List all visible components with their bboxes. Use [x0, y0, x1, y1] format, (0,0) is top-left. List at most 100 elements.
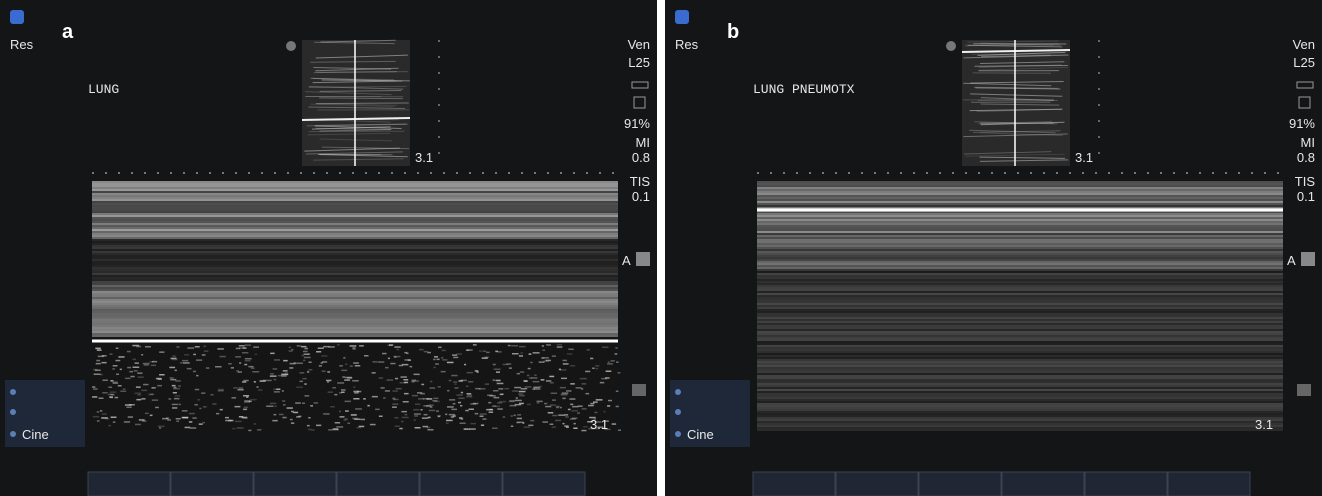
speckle	[518, 393, 523, 395]
soft-key	[1168, 472, 1250, 496]
speckle	[466, 386, 469, 388]
speckle	[110, 391, 117, 393]
speckle	[187, 368, 192, 370]
speckle	[137, 372, 142, 374]
speckle	[244, 401, 250, 403]
speckle	[352, 418, 358, 420]
speckle	[189, 413, 195, 415]
speckle	[335, 422, 340, 424]
speckle	[414, 419, 417, 421]
speckle	[307, 425, 310, 427]
speckle	[453, 357, 458, 359]
speckle	[182, 360, 188, 362]
annotation: LUNG	[88, 82, 119, 97]
speckle	[558, 414, 565, 416]
time-tick	[534, 172, 536, 174]
speckle	[187, 347, 194, 349]
speckle	[556, 406, 560, 408]
depth-tick	[438, 40, 440, 42]
speckle	[534, 374, 537, 376]
time-tick	[900, 172, 902, 174]
speckle	[330, 406, 335, 408]
speckle	[525, 386, 532, 388]
speckle	[608, 400, 612, 402]
time-tick	[861, 172, 863, 174]
depth-tick	[1098, 40, 1100, 42]
time-tick	[822, 172, 824, 174]
speckle	[447, 406, 454, 408]
probe-dot	[286, 41, 296, 51]
side-readout: 91%	[1289, 116, 1315, 131]
speckle	[419, 349, 424, 351]
speckle	[218, 389, 224, 391]
soft-key	[254, 472, 336, 496]
speckle	[355, 365, 361, 367]
speckle	[548, 412, 554, 414]
speckle	[125, 378, 131, 380]
time-tick	[1017, 172, 1019, 174]
time-tick	[391, 172, 393, 174]
speckle	[543, 350, 546, 352]
speckle	[244, 407, 248, 409]
speckle	[296, 363, 303, 365]
time-tick	[196, 172, 198, 174]
speckle	[92, 386, 95, 388]
speckle	[434, 356, 438, 358]
side-icon	[1297, 384, 1311, 396]
speckle	[441, 357, 443, 359]
ultrasound-screen: Resa3.1LUNG3.1VenL2591%MI0.8TIS0.1ACine	[0, 0, 657, 496]
speckle	[283, 370, 288, 372]
speckle	[238, 387, 243, 389]
speckle	[195, 346, 200, 348]
speckle	[390, 363, 395, 365]
speckle	[151, 394, 155, 396]
time-tick	[1147, 172, 1149, 174]
speckle	[403, 401, 409, 403]
speckle	[585, 378, 588, 380]
speckle	[537, 402, 540, 404]
time-tick	[1095, 172, 1097, 174]
speckle	[135, 424, 141, 426]
panel-label: a	[62, 21, 74, 43]
speckle	[274, 414, 277, 416]
speckle	[291, 422, 294, 424]
speckle	[245, 358, 252, 360]
speckle	[451, 375, 457, 377]
speckle	[480, 413, 487, 415]
time-tick	[300, 172, 302, 174]
speckle	[183, 362, 190, 364]
speckle	[167, 419, 171, 421]
speckle	[532, 388, 535, 390]
time-tick	[417, 172, 419, 174]
speckle	[220, 409, 223, 411]
speckle	[124, 421, 130, 423]
time-tick	[573, 172, 575, 174]
cine-dot	[675, 389, 681, 395]
speckle	[394, 346, 400, 348]
side-readout: 91%	[624, 116, 650, 131]
speckle	[586, 393, 590, 395]
speckle	[574, 423, 576, 425]
speckle	[170, 377, 174, 379]
speckle	[542, 345, 544, 347]
speckle	[281, 375, 286, 377]
soft-key	[753, 472, 835, 496]
speckle	[201, 392, 205, 394]
speckle	[427, 429, 433, 431]
speckle	[238, 371, 242, 373]
speckle	[496, 380, 501, 382]
speckle	[308, 417, 310, 419]
speckle	[353, 362, 359, 364]
speckle	[151, 365, 156, 367]
speckle	[530, 362, 532, 364]
speckle	[466, 396, 472, 398]
speckle	[414, 374, 420, 376]
speckle	[511, 415, 513, 417]
speckle	[116, 374, 119, 376]
speckle	[243, 409, 247, 411]
speckle	[109, 425, 111, 427]
speckle	[395, 378, 398, 380]
time-tick	[1160, 172, 1162, 174]
speckle	[203, 406, 207, 408]
speckle	[404, 414, 407, 416]
